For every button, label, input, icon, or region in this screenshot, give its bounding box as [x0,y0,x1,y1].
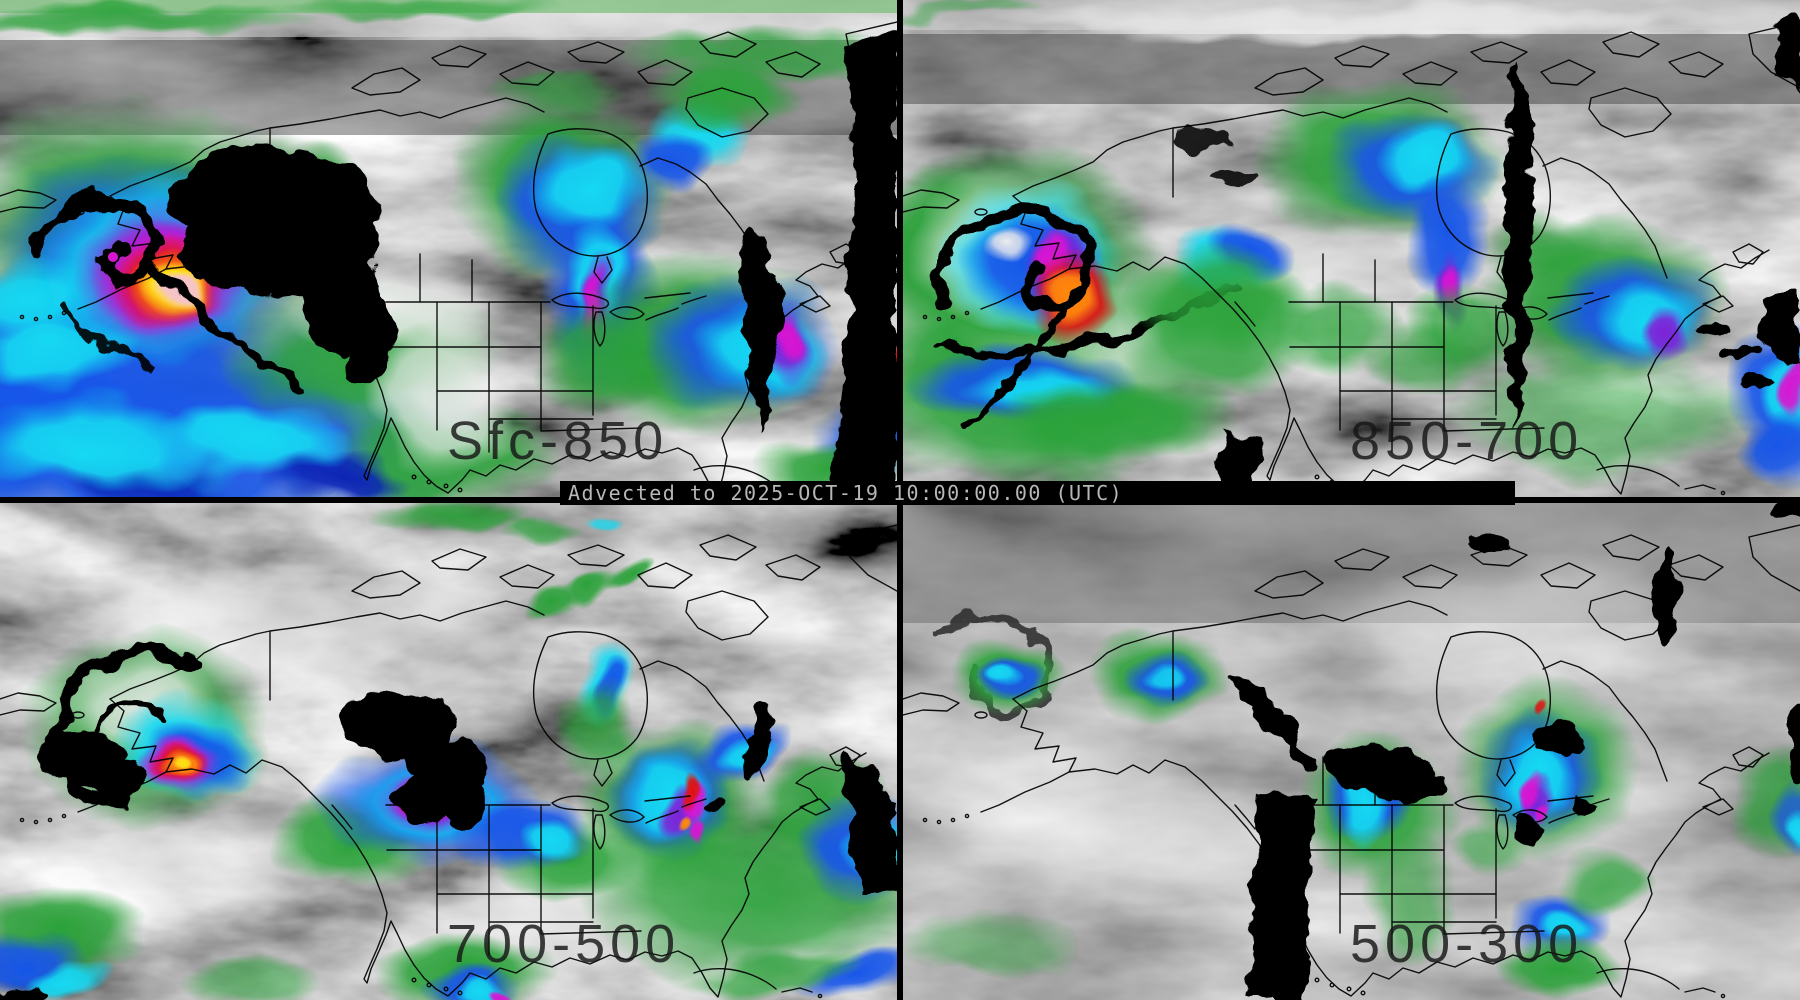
cyclone-dry-slot [40,730,150,798]
east-edge-moisture [1733,743,1800,863]
dry-black-features [1229,503,1800,1000]
cyclone-spiral-arm [31,193,305,391]
south-edge-moisture [0,881,560,1000]
map-sfc-850: Sfc-850 [0,0,897,497]
layer-label-700-500: 700-500 [447,914,680,974]
panel-850-700: 850-700 [903,0,1800,497]
panel-500-300: 500-300 [903,503,1800,1000]
pacific-cyclone [903,140,1243,465]
scan-gap-wedges [743,32,897,497]
layer-label-500-300: 500-300 [1350,914,1583,974]
map-500-300: 500-300 [903,503,1800,1000]
layer-label-850-700: 850-700 [1350,411,1583,471]
moisture-washes [903,553,1753,978]
east-coast-moisture [1478,210,1800,490]
panel-sfc-850: Sfc-850 [0,0,897,497]
timestamp-text: Advected to 2025-OCT-19 10:00:00.00 (UTC… [568,481,1124,505]
map-700-500: 700-500 [0,503,897,1000]
cyclone-eye [108,252,118,262]
layer-label-sfc-850: Sfc-850 [447,411,668,471]
panel-700-500: 700-500 [0,503,897,1000]
timestamp-bar: Advected to 2025-OCT-19 10:00:00.00 (UTC… [560,481,1515,505]
gulf-of-alaska-moisture [947,629,1230,721]
dry-black-terrain [170,144,394,388]
cyclone-spiral-arm [50,645,205,807]
dry-black-features [1173,20,1800,497]
map-850-700: 850-700 [903,0,1800,497]
